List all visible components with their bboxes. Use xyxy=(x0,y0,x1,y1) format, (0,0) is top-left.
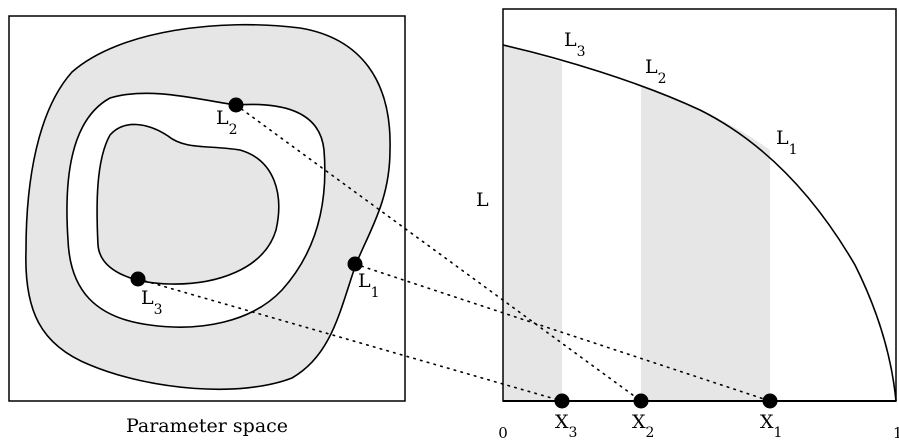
curve-label-l1: L1 xyxy=(776,127,798,158)
inner-contour xyxy=(96,123,280,285)
point-x2-marker xyxy=(633,393,649,409)
point-l3-label: L3 xyxy=(141,287,163,318)
shade-band-x3 xyxy=(503,45,562,401)
x-tick-1: 1 xyxy=(893,424,899,441)
parameter-space-panel: L2 L1 L3 Parameter space xyxy=(8,15,406,437)
point-x1-marker xyxy=(762,393,778,409)
x2-label: X2 xyxy=(632,411,654,441)
x3-label: X3 xyxy=(555,411,577,441)
point-l1-label: L1 xyxy=(358,270,380,301)
curve-label-l3: L3 xyxy=(564,29,586,60)
l-curve xyxy=(502,44,897,402)
parameter-space-caption: Parameter space xyxy=(126,415,288,437)
x1-label: X1 xyxy=(760,411,782,441)
x-tick-0: 0 xyxy=(498,424,508,441)
curve-panel: L 0 1 L3 L2 L1 X3 X2 X1 xyxy=(476,8,899,441)
connector-l1-x1 xyxy=(354,263,771,402)
connector-l2-x2 xyxy=(235,104,642,402)
mapping-connectors xyxy=(137,104,771,402)
shade-band-x2-x1 xyxy=(641,85,770,401)
curve-label-l2: L2 xyxy=(645,56,667,87)
point-l2-label: L2 xyxy=(216,107,238,138)
y-axis-label: L xyxy=(476,189,489,211)
